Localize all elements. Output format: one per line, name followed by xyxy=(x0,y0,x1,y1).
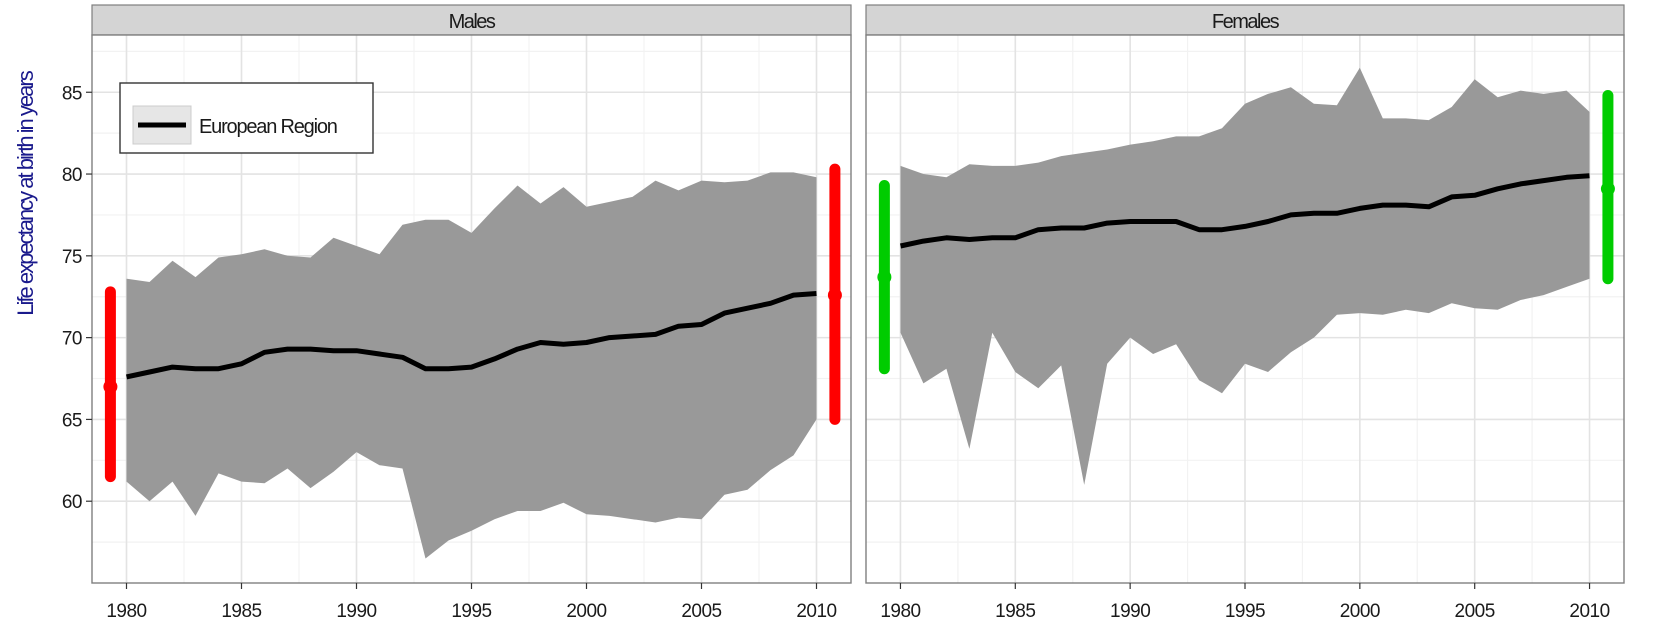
panel-strip xyxy=(91,4,852,36)
x-tick-label: 1985 xyxy=(221,601,261,622)
x-tick-label: 1980 xyxy=(880,601,920,622)
y-axis-label-layer: Life expectancy at birth in years xyxy=(13,70,38,315)
legend-label: European Region xyxy=(199,116,337,138)
y-tick-label: 60 xyxy=(62,492,82,513)
legend: European Region xyxy=(119,82,374,154)
panel-males: Males 1980 1985 1990 1995 2000 2005 2010 60 65 70 7… xyxy=(62,4,852,622)
y-tick-label: 70 xyxy=(62,329,82,350)
panel-title: Males xyxy=(449,11,496,33)
series-line-european-region xyxy=(125,291,817,380)
y-tick-label: 80 xyxy=(62,165,82,186)
range-indicator-end-mean-point xyxy=(827,288,842,303)
x-tick-label: 1995 xyxy=(451,601,491,622)
y-tick-label: 75 xyxy=(62,247,82,268)
range-indicator-end xyxy=(827,163,842,425)
panel-title: Females xyxy=(1212,11,1280,33)
range-indicator-start xyxy=(877,179,892,375)
x-tick-label: 2000 xyxy=(566,601,606,622)
x-tick-label: 1985 xyxy=(995,601,1035,622)
y-tick-label: 85 xyxy=(62,83,82,104)
range-indicator-start-mean-point xyxy=(103,379,118,394)
x-tick-label: 1990 xyxy=(336,601,376,622)
y-axis: 60 65 70 75 80 85 xyxy=(62,83,92,513)
range-indicator-start xyxy=(103,286,118,483)
x-tick-label: 1995 xyxy=(1225,601,1265,622)
range-indicator-start-mean-point xyxy=(877,270,892,285)
range-indicator-end xyxy=(1600,90,1615,285)
x-tick-label: 2005 xyxy=(1455,601,1495,622)
country-range-band xyxy=(900,67,1590,485)
x-tick-label: 2000 xyxy=(1340,601,1380,622)
series-line-european-region xyxy=(899,173,1590,249)
panel-strip xyxy=(865,4,1625,36)
x-tick-label: 2010 xyxy=(796,601,836,622)
x-axis: 1980 1985 1990 1995 2000 2005 2010 xyxy=(106,583,837,622)
x-tick-label: 1990 xyxy=(1110,601,1150,622)
x-axis: 1980 1985 1990 1995 2000 2005 2010 xyxy=(880,583,1610,622)
panels-layer: Males 1980 1985 1990 1995 2000 2005 2010 60 65 70 7… xyxy=(62,4,1625,622)
x-tick-label: 1980 xyxy=(106,601,146,622)
x-tick-label: 2010 xyxy=(1569,601,1609,622)
panel-females: Females 1980 1985 1990 1995 2000 2005 2010 xyxy=(865,4,1625,622)
y-tick-label: 65 xyxy=(62,410,82,431)
x-tick-label: 2005 xyxy=(681,601,721,622)
range-indicator-end-mean-point xyxy=(1600,181,1615,196)
y-axis-label: Life expectancy at birth in years xyxy=(13,70,38,315)
